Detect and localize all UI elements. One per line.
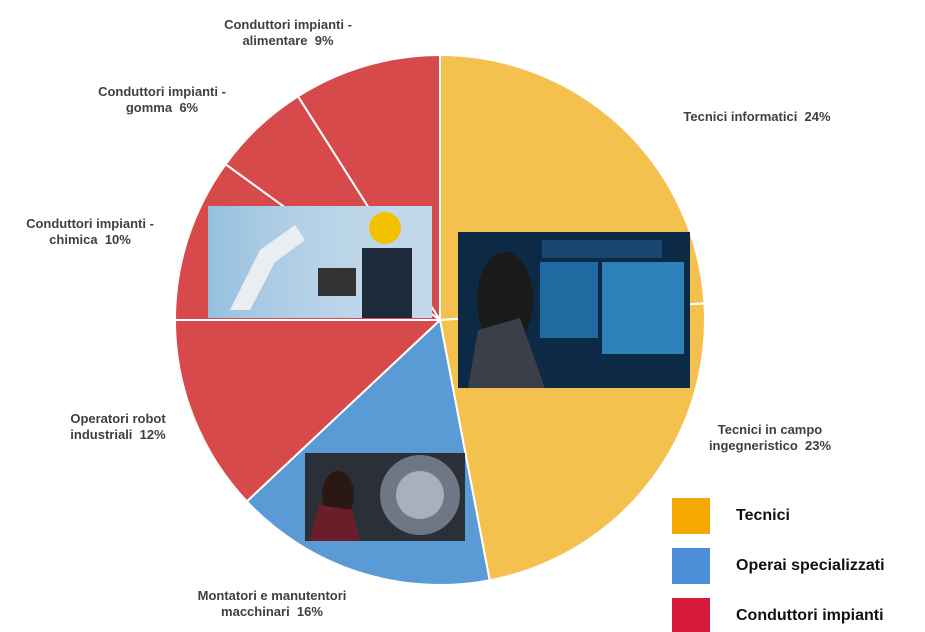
value-label: 16%	[296, 604, 323, 619]
slice-label: Operatori robot industriali 12%	[53, 411, 183, 443]
slice-label: Tecnici informatici 24%	[647, 109, 867, 125]
pie-slice	[173, 319, 443, 503]
slice-label: Conduttori impianti - alimentare 9%	[203, 17, 373, 49]
category-name: Montatori e manutentori macchinari	[197, 588, 347, 619]
slice-label: Conduttori impianti - gomma 6%	[77, 84, 247, 116]
legend-swatch	[672, 598, 710, 632]
photo-engine	[305, 453, 465, 541]
value-label: 9%	[314, 33, 334, 48]
value-label: 23%	[805, 438, 832, 453]
value-label: 6%	[179, 100, 199, 115]
value-label: 10%	[104, 232, 131, 247]
photo-computer	[458, 232, 690, 388]
legend-label: Conduttori impianti	[736, 607, 884, 624]
legend-item: Conduttori impianti	[672, 598, 884, 632]
slice-label: Conduttori impianti - chimica 10%	[5, 216, 175, 248]
photo-robot	[208, 206, 432, 318]
category-name: Tecnici in campo ingegneristico	[708, 422, 823, 453]
category-name: Conduttori impianti - gomma	[98, 84, 226, 115]
category-name: Conduttori impianti - alimentare	[224, 17, 352, 48]
legend-label: Tecnici	[736, 507, 790, 524]
slice-label: Tecnici in campo ingegneristico 23%	[695, 422, 845, 454]
legend-item: Tecnici	[672, 498, 790, 534]
category-name: Operatori robot industriali	[70, 411, 166, 442]
legend-swatch	[672, 548, 710, 584]
legend-swatch	[672, 498, 710, 534]
slice-label: Montatori e manutentori macchinari 16%	[177, 588, 367, 620]
legend-label: Operai specializzati	[736, 557, 885, 574]
category-name: Conduttori impianti - chimica	[26, 216, 154, 247]
value-label: 12%	[139, 427, 166, 442]
value-label: 24%	[804, 109, 831, 124]
legend-item: Operai specializzati	[672, 548, 885, 584]
category-name: Tecnici informatici	[683, 109, 798, 124]
